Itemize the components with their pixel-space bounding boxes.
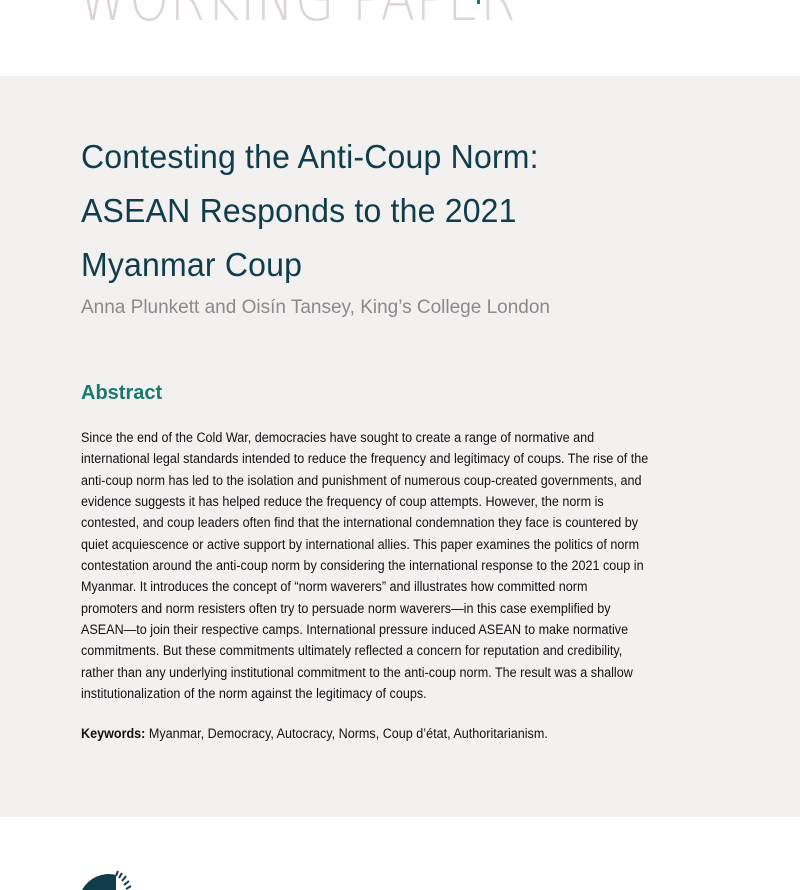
cover-band xyxy=(0,76,800,817)
title-line: Contesting the Anti-Coup Norm: xyxy=(81,138,539,175)
header-accent-mark xyxy=(477,0,480,4)
abstract-line: ASEAN—to join their respective camps. In… xyxy=(81,622,629,638)
authors: Anna Plunkett and Oisín Tansey, King’s C… xyxy=(81,297,550,318)
abstract-body: Since the end of the Cold War, democraci… xyxy=(81,427,684,704)
abstract-heading: Abstract xyxy=(81,382,163,404)
abstract-line: commitments. But these commitments ultim… xyxy=(81,643,623,659)
abstract-line: anti-coup norm has led to the isolation … xyxy=(81,472,642,488)
abstract-line: rather than any underlying institutional… xyxy=(81,664,633,680)
abstract-line: evidence suggests it has helped reduce t… xyxy=(81,494,604,510)
abstract-line: contested, and coup leaders often find t… xyxy=(81,515,639,531)
working-paper-header: WORKING PAPER xyxy=(78,0,516,35)
abstract-line: promoters and norm resisters often try t… xyxy=(81,600,611,616)
abstract-line: quiet acquiescence or active support by … xyxy=(81,536,640,552)
keywords-label: Keywords: xyxy=(81,726,146,741)
title-line: Myanmar Coup xyxy=(81,246,303,283)
title-line: ASEAN Responds to the 2021 xyxy=(81,192,517,229)
keywords: Keywords: Myanmar, Democracy, Autocracy,… xyxy=(81,726,548,741)
abstract-line: contestation around the anti-coup norm b… xyxy=(81,558,644,574)
paper-title: Contesting the Anti-Coup Norm: ASEAN Res… xyxy=(81,130,553,292)
abstract-line: Since the end of the Cold War, democraci… xyxy=(81,430,595,445)
abstract-line: international legal standards intended t… xyxy=(81,451,649,467)
abstract-line: institutionalization of the norm against… xyxy=(81,686,427,702)
keywords-value: Myanmar, Democracy, Autocracy, Norms, Co… xyxy=(145,726,548,741)
abstract-line: Myanmar. It introduces the concept of “n… xyxy=(81,579,588,595)
sunburst-logo-icon xyxy=(82,870,132,890)
